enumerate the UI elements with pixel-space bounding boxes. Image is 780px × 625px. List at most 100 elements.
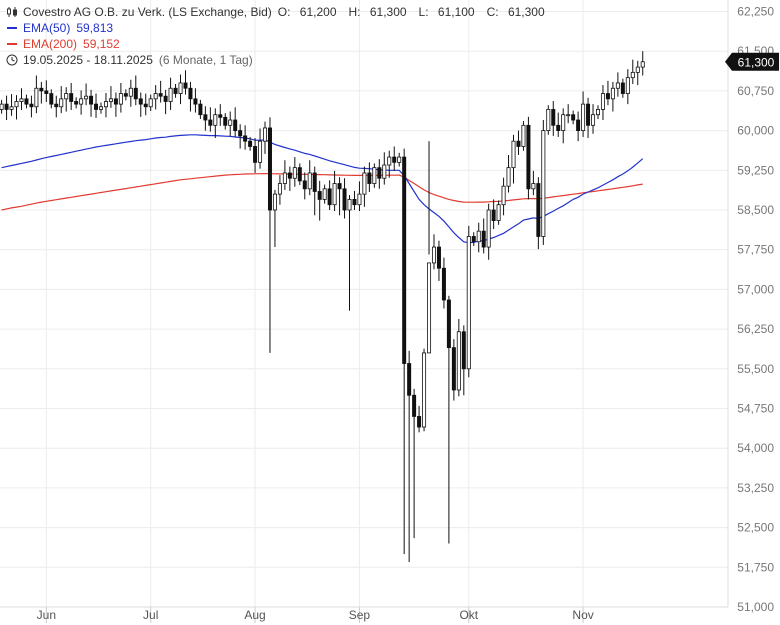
candle[interactable] — [551, 100, 556, 136]
candle[interactable] — [352, 190, 357, 210]
candle[interactable] — [143, 93, 148, 116]
candle[interactable] — [54, 95, 59, 118]
candle[interactable] — [605, 80, 610, 106]
candle[interactable] — [277, 175, 282, 205]
candle[interactable] — [556, 112, 561, 137]
candle[interactable] — [183, 70, 188, 95]
candle[interactable] — [178, 74, 183, 105]
candle[interactable] — [4, 95, 9, 121]
candle[interactable] — [630, 59, 635, 85]
candle[interactable] — [9, 94, 14, 116]
candle[interactable] — [392, 146, 397, 171]
candle[interactable] — [635, 60, 640, 86]
candle[interactable] — [153, 85, 158, 110]
candle[interactable] — [113, 92, 118, 117]
candle[interactable] — [74, 97, 79, 109]
candle[interactable] — [561, 108, 566, 144]
candle[interactable] — [248, 136, 253, 151]
candle[interactable] — [541, 120, 546, 245]
candle[interactable] — [59, 86, 64, 114]
candle[interactable] — [213, 108, 218, 139]
candle[interactable] — [193, 88, 198, 113]
legend-ema50-row[interactable]: EMA(50) 59,813 — [6, 20, 557, 36]
candle[interactable] — [407, 350, 412, 563]
candle[interactable] — [173, 84, 178, 98]
candle[interactable] — [0, 99, 4, 114]
candle[interactable] — [596, 105, 601, 119]
candle[interactable] — [14, 95, 19, 120]
candle[interactable] — [441, 257, 446, 309]
candle[interactable] — [456, 319, 461, 397]
candle[interactable] — [238, 124, 243, 149]
candle[interactable] — [526, 116, 531, 200]
candle[interactable] — [233, 107, 238, 137]
candle[interactable] — [521, 121, 526, 151]
candle[interactable] — [382, 152, 387, 185]
candle[interactable] — [506, 154, 511, 193]
candle[interactable] — [228, 111, 233, 136]
candle[interactable] — [24, 94, 29, 109]
candle[interactable] — [417, 405, 422, 433]
candle[interactable] — [362, 166, 367, 207]
candle[interactable] — [34, 75, 39, 114]
candle[interactable] — [451, 339, 456, 401]
candle[interactable] — [188, 81, 193, 112]
candle[interactable] — [317, 180, 322, 221]
candle[interactable] — [263, 121, 268, 154]
candle[interactable] — [94, 93, 99, 118]
candle[interactable] — [461, 325, 466, 396]
candle[interactable] — [49, 89, 54, 109]
candle[interactable] — [44, 80, 49, 103]
candle[interactable] — [516, 130, 521, 155]
candle[interactable] — [267, 117, 272, 353]
candle[interactable] — [39, 81, 44, 104]
candle[interactable] — [347, 195, 352, 311]
candle[interactable] — [600, 85, 605, 121]
candle[interactable] — [19, 88, 24, 110]
candle[interactable] — [471, 232, 476, 246]
candle[interactable] — [218, 104, 223, 126]
candle[interactable] — [581, 91, 586, 137]
candle[interactable] — [282, 160, 287, 190]
candle[interactable] — [571, 110, 576, 125]
candle[interactable] — [203, 106, 208, 131]
candle[interactable] — [123, 89, 128, 101]
candle[interactable] — [372, 163, 377, 188]
candle[interactable] — [367, 162, 372, 193]
candlestick-series[interactable] — [0, 51, 645, 563]
candle[interactable] — [620, 78, 625, 98]
candle[interactable] — [446, 295, 451, 544]
candle[interactable] — [576, 111, 581, 142]
candle[interactable] — [103, 93, 108, 118]
legend-ema200-row[interactable]: EMA(200) 59,152 — [6, 36, 557, 52]
candle[interactable] — [138, 92, 143, 117]
candle[interactable] — [297, 163, 302, 186]
candle[interactable] — [312, 166, 317, 216]
candle[interactable] — [412, 388, 417, 539]
candle[interactable] — [511, 134, 516, 184]
candle[interactable] — [223, 113, 228, 130]
candle[interactable] — [337, 177, 342, 216]
candle[interactable] — [427, 141, 432, 354]
candle[interactable] — [327, 180, 332, 210]
candle[interactable] — [108, 86, 113, 108]
candle[interactable] — [640, 51, 645, 76]
candle[interactable] — [148, 94, 153, 112]
candle[interactable] — [536, 177, 541, 250]
candle[interactable] — [496, 200, 501, 225]
candle[interactable] — [69, 82, 74, 110]
candle[interactable] — [272, 189, 277, 248]
candle[interactable] — [258, 128, 263, 169]
candle[interactable] — [586, 97, 591, 139]
candle[interactable] — [64, 87, 69, 112]
candle[interactable] — [431, 234, 436, 270]
candle[interactable] — [168, 77, 173, 110]
candle[interactable] — [302, 172, 307, 200]
candle[interactable] — [377, 159, 382, 189]
candle[interactable] — [501, 177, 506, 216]
candle[interactable] — [491, 199, 496, 230]
candle[interactable] — [208, 107, 213, 132]
candle[interactable] — [591, 104, 596, 134]
candle[interactable] — [546, 105, 551, 135]
